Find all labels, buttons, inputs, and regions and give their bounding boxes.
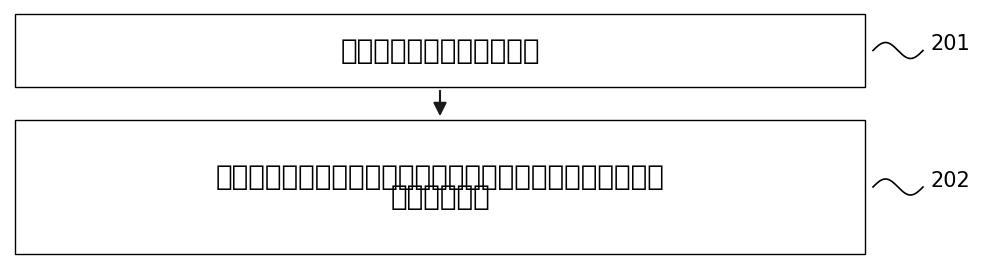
Text: 202: 202 xyxy=(931,171,971,191)
Bar xyxy=(15,120,865,254)
Bar xyxy=(15,14,865,87)
Text: 在设定温度下对绝缘层进行回流处理，设定温度小于漏源软击: 在设定温度下对绝缘层进行回流处理，设定温度小于漏源软击 xyxy=(216,163,664,191)
Text: 在氮化硅层表面淀积绝缘层: 在氮化硅层表面淀积绝缘层 xyxy=(340,36,540,64)
Text: 201: 201 xyxy=(931,35,971,54)
Text: 穿的阈值温度: 穿的阈值温度 xyxy=(390,183,490,211)
